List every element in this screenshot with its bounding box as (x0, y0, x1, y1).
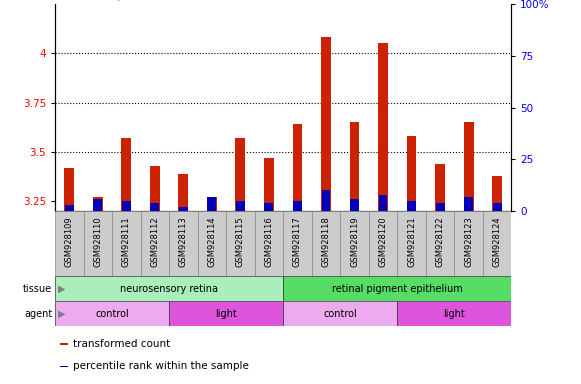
Bar (150, 166, 160, 211)
Text: GSM928122: GSM928122 (436, 217, 444, 267)
Text: GSM928111: GSM928111 (122, 217, 131, 267)
Text: ▶: ▶ (58, 284, 66, 294)
Text: percentile rank within the sample: percentile rank within the sample (73, 361, 249, 371)
Bar (179, 207, 188, 211)
Text: GSM928115: GSM928115 (236, 217, 245, 267)
Bar (55, 301, 169, 326)
Text: retinal pigment epithelium: retinal pigment epithelium (332, 284, 462, 294)
Text: tissue: tissue (23, 284, 52, 294)
Bar (235, 138, 245, 211)
Text: ▶: ▶ (58, 309, 66, 319)
Text: GSM928116: GSM928116 (264, 217, 274, 267)
Text: agent: agent (24, 309, 52, 319)
Text: GSM928109: GSM928109 (65, 217, 74, 267)
Bar (84, 211, 112, 276)
Bar (254, 211, 284, 276)
Text: GSM928123: GSM928123 (464, 217, 473, 267)
Bar (397, 301, 511, 326)
Text: GSM928121: GSM928121 (407, 217, 416, 267)
Text: control: control (324, 309, 357, 319)
Bar (60, 366, 68, 367)
Bar (207, 197, 217, 211)
Text: GSM928119: GSM928119 (350, 217, 359, 267)
Bar (369, 211, 397, 276)
Bar (493, 203, 501, 211)
Bar (284, 211, 312, 276)
Bar (150, 203, 159, 211)
Text: GSM928113: GSM928113 (179, 217, 188, 267)
Bar (312, 211, 340, 276)
Text: GSM928112: GSM928112 (150, 217, 159, 267)
Text: light: light (443, 309, 465, 319)
Bar (292, 124, 303, 211)
Bar (407, 136, 417, 211)
Bar (350, 199, 359, 211)
Text: GSM928114: GSM928114 (207, 217, 217, 267)
Bar (321, 190, 331, 211)
Bar (169, 301, 284, 326)
Text: light: light (216, 309, 237, 319)
Bar (122, 201, 131, 211)
Bar (141, 211, 169, 276)
Bar (397, 211, 426, 276)
Text: transformed count: transformed count (73, 339, 170, 349)
Bar (293, 201, 302, 211)
Bar (169, 211, 198, 276)
Bar (492, 175, 502, 211)
Bar (407, 201, 416, 211)
Bar (350, 122, 360, 211)
Bar (236, 201, 245, 211)
Bar (321, 37, 331, 211)
Bar (94, 199, 102, 211)
Text: GSM928110: GSM928110 (94, 217, 102, 267)
Bar (483, 211, 511, 276)
Bar (264, 158, 274, 211)
Text: neurosensory retina: neurosensory retina (120, 284, 218, 294)
Bar (207, 197, 217, 211)
Bar (198, 211, 226, 276)
Bar (378, 43, 388, 211)
Bar (464, 197, 473, 211)
Bar (464, 122, 474, 211)
Bar (93, 197, 103, 211)
Bar (55, 276, 284, 301)
Bar (435, 164, 445, 211)
Text: GSM928124: GSM928124 (493, 217, 501, 267)
Bar (112, 211, 141, 276)
Text: GSM928120: GSM928120 (378, 217, 388, 267)
Bar (284, 301, 397, 326)
Bar (121, 138, 131, 211)
Bar (226, 211, 254, 276)
Bar (284, 276, 511, 301)
Bar (60, 343, 68, 345)
Bar (55, 211, 84, 276)
Text: GSM928117: GSM928117 (293, 217, 302, 267)
Bar (264, 203, 274, 211)
Bar (454, 211, 483, 276)
Bar (426, 211, 454, 276)
Bar (378, 195, 388, 211)
Bar (64, 168, 74, 211)
Bar (436, 203, 444, 211)
Text: GSM928118: GSM928118 (321, 217, 331, 267)
Text: GDS4980 / 10488432: GDS4980 / 10488432 (55, 0, 190, 2)
Bar (340, 211, 369, 276)
Bar (65, 205, 74, 211)
Bar (178, 174, 188, 211)
Text: control: control (95, 309, 129, 319)
